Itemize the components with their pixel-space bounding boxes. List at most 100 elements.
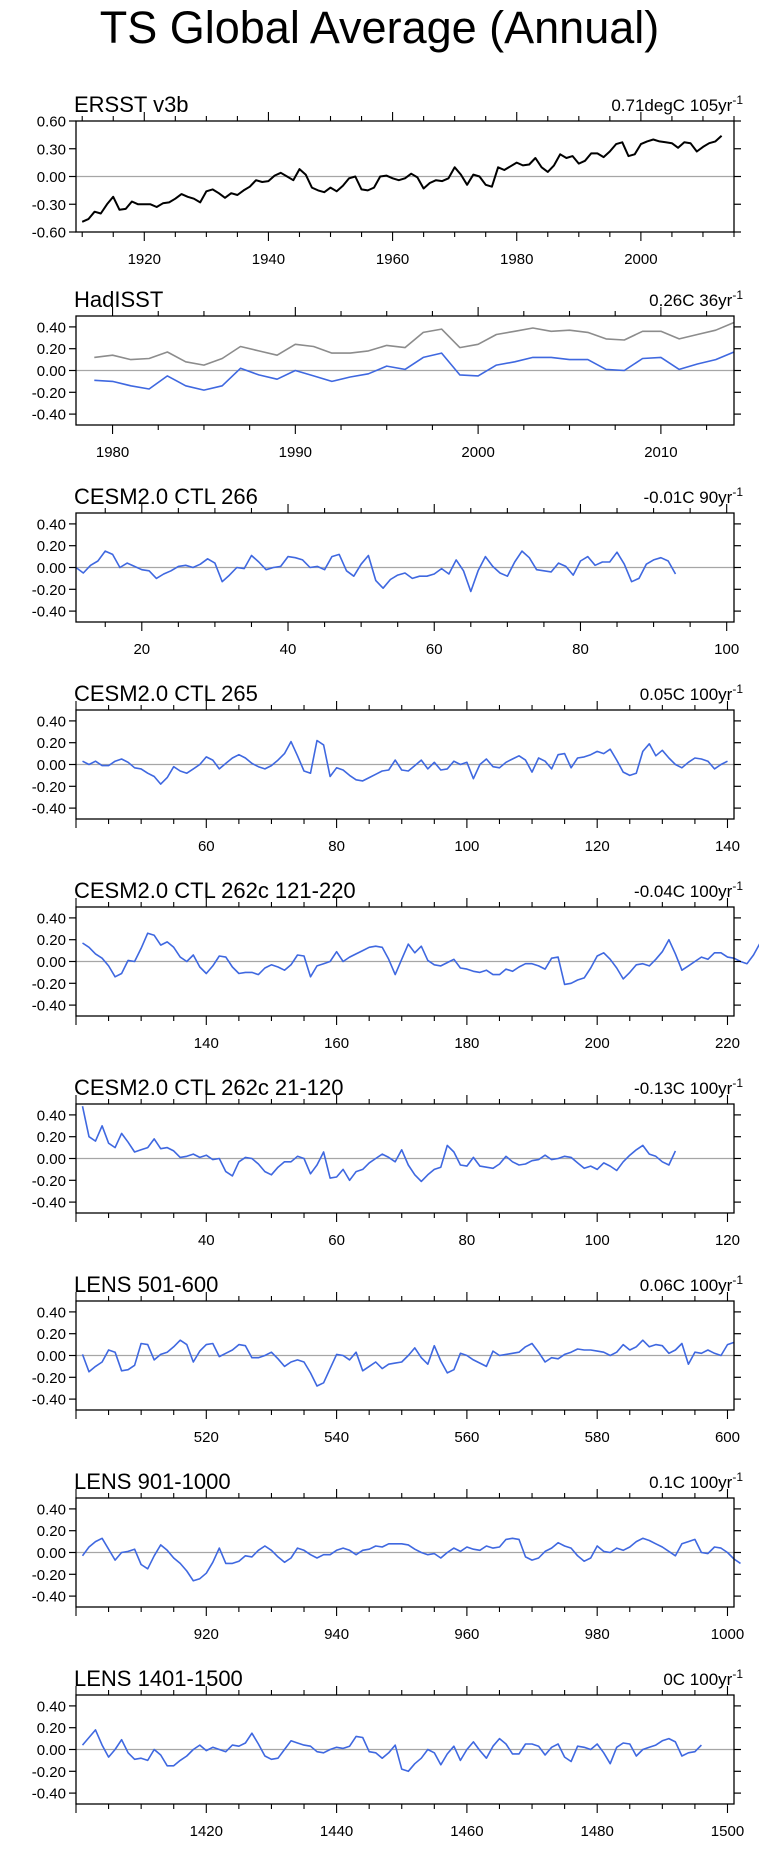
series-line (81, 1729, 702, 1773)
y-tick-label: -0.40 (32, 998, 66, 1015)
y-tick-label: 0.40 (37, 516, 66, 533)
trend-value: 0.1C 100yr (649, 1473, 732, 1492)
y-tick-label: 0.00 (37, 1151, 66, 1168)
panel-title: LENS 901-1000 (74, 1469, 231, 1494)
x-tick-label: 540 (324, 1429, 349, 1446)
x-tick-label: 2000 (461, 444, 494, 461)
x-tick-label: 100 (714, 641, 739, 658)
x-tick-label: 100 (585, 1232, 610, 1249)
x-tick-label: 200 (585, 1035, 610, 1052)
x-tick-label: 920 (194, 1626, 219, 1643)
y-tick-label: -0.40 (32, 604, 66, 621)
y-tick-label: -0.20 (32, 1173, 66, 1190)
x-tick-label: 20 (133, 641, 150, 658)
y-tick-label: 0.40 (37, 1698, 66, 1715)
y-tick-label: -0.40 (32, 1589, 66, 1606)
trend-label: 0.1C 100yr-1 (649, 1470, 743, 1492)
x-tick-label: 580 (585, 1429, 610, 1446)
y-tick-label: -0.20 (32, 582, 66, 599)
trend-label: -0.13C 100yr-1 (634, 1076, 743, 1098)
y-tick-label: 0.00 (37, 363, 66, 380)
x-tick-label: 160 (324, 1035, 349, 1052)
series-line (81, 1339, 735, 1387)
trend-exponent: -1 (732, 93, 743, 107)
x-tick-label: 560 (454, 1429, 479, 1446)
trend-exponent: -1 (732, 485, 743, 499)
y-tick-label: -0.20 (32, 1567, 66, 1584)
y-tick-label: 0.00 (37, 1742, 66, 1759)
x-tick-label: 1990 (279, 444, 312, 461)
trend-exponent: -1 (732, 879, 743, 893)
y-tick-label: 0.40 (37, 1501, 66, 1518)
panel-title: CESM2.0 CTL 265 (74, 681, 258, 706)
x-tick-label: 2010 (644, 444, 677, 461)
y-tick-label: -0.20 (32, 1370, 66, 1387)
x-tick-label: 60 (328, 1232, 345, 1249)
x-tick-label: 1440 (320, 1823, 353, 1840)
series-line (82, 932, 759, 986)
x-tick-label: 520 (194, 1429, 219, 1446)
trend-value: -0.01C 90yr (644, 488, 733, 507)
panel-title: CESM2.0 CTL 262c 21-120 (74, 1075, 343, 1100)
trend-label: -0.01C 90yr-1 (644, 485, 744, 507)
trend-value: 0C 100yr (663, 1670, 732, 1689)
x-tick-label: 120 (585, 838, 610, 855)
trend-exponent: -1 (732, 1076, 743, 1090)
x-tick-label: 1000 (711, 1626, 744, 1643)
x-tick-label: 60 (198, 838, 215, 855)
x-tick-label: 140 (194, 1035, 219, 1052)
trend-label: 0.71degC 105yr-1 (611, 93, 743, 115)
y-tick-label: 0.00 (37, 954, 66, 971)
series-line (94, 351, 735, 391)
y-tick-label: 0.40 (37, 713, 66, 730)
trend-label: -0.04C 100yr-1 (634, 879, 743, 901)
panel-title: HadISST (74, 287, 163, 312)
x-tick-label: 940 (324, 1626, 349, 1643)
x-tick-label: 2000 (624, 251, 657, 268)
y-tick-label: 0.20 (37, 538, 66, 555)
y-tick-label: 0.00 (37, 169, 66, 186)
x-tick-label: 220 (715, 1035, 740, 1052)
x-tick-label: 1980 (96, 444, 129, 461)
x-tick-label: 1920 (128, 251, 161, 268)
panel-title: CESM2.0 CTL 262c 121-220 (74, 878, 356, 903)
series-line (75, 550, 677, 593)
x-tick-label: 180 (454, 1035, 479, 1052)
x-tick-label: 1960 (376, 251, 409, 268)
x-tick-label: 80 (328, 838, 345, 855)
x-tick-label: 1480 (581, 1823, 614, 1840)
trend-label: 0.06C 100yr-1 (640, 1273, 744, 1295)
y-tick-label: -0.40 (32, 1786, 66, 1803)
x-tick-label: 120 (715, 1232, 740, 1249)
x-tick-label: 100 (454, 838, 479, 855)
x-tick-label: 980 (585, 1626, 610, 1643)
x-tick-label: 40 (280, 641, 297, 658)
trend-exponent: -1 (732, 288, 743, 302)
y-tick-label: 0.60 (37, 114, 66, 131)
y-tick-label: 0.20 (37, 932, 66, 949)
y-tick-label: 0.30 (37, 141, 66, 158)
y-tick-label: -0.60 (32, 225, 66, 242)
y-tick-label: -0.40 (32, 407, 66, 424)
y-tick-label: 0.20 (37, 1523, 66, 1540)
series-line (81, 135, 723, 223)
trend-label: 0.26C 36yr-1 (649, 288, 743, 310)
x-tick-label: 40 (198, 1232, 215, 1249)
y-tick-label: -0.40 (32, 1195, 66, 1212)
x-tick-label: 1500 (711, 1823, 744, 1840)
y-tick-label: -0.20 (32, 1764, 66, 1781)
x-tick-label: 80 (572, 641, 589, 658)
series-line (81, 1106, 677, 1183)
series-line (82, 739, 728, 785)
trend-value: 0.26C 36yr (649, 291, 732, 310)
trend-value: 0.71degC 105yr (611, 96, 732, 115)
panel-title: LENS 1401-1500 (74, 1666, 243, 1691)
y-tick-label: 0.20 (37, 341, 66, 358)
panel-title: LENS 501-600 (74, 1272, 218, 1297)
y-tick-label: -0.20 (32, 385, 66, 402)
x-tick-label: 1980 (500, 251, 533, 268)
y-tick-label: 0.40 (37, 1107, 66, 1124)
y-tick-label: -0.40 (32, 801, 66, 818)
y-tick-label: 0.20 (37, 735, 66, 752)
